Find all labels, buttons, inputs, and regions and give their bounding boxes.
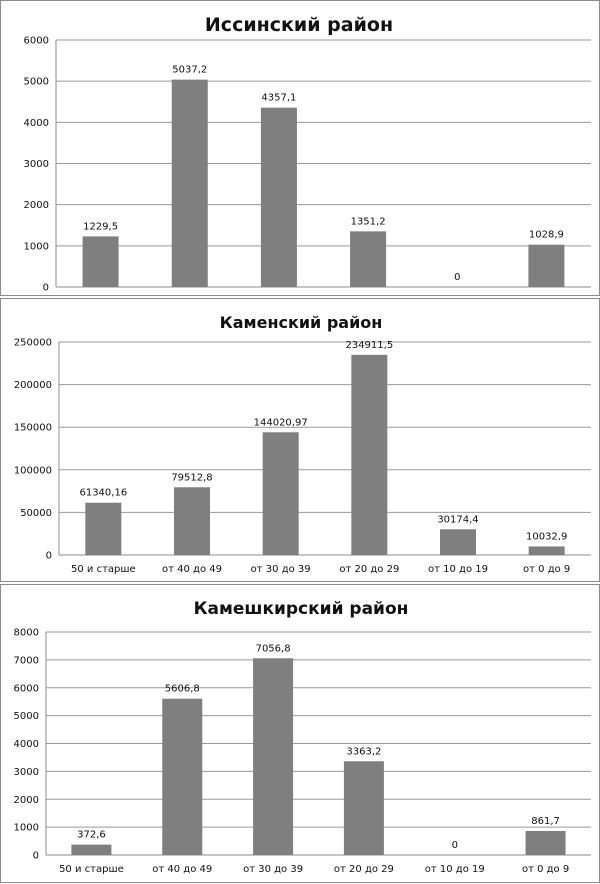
x-tick-label: 50 и старше bbox=[71, 564, 136, 575]
x-tick-label: от 30 до 39 bbox=[243, 864, 303, 875]
x-tick-label: от 0 до 9 bbox=[522, 864, 569, 875]
data-label: 372,6 bbox=[77, 830, 106, 841]
y-tick-label: 2000 bbox=[14, 795, 39, 806]
y-tick-label: 3000 bbox=[14, 767, 39, 778]
data-label: 61340,16 bbox=[79, 488, 127, 499]
bar bbox=[71, 844, 112, 855]
data-label: 7056,8 bbox=[256, 643, 291, 654]
data-label: 5037,2 bbox=[172, 65, 207, 76]
x-tick-label: от 40 до 49 bbox=[162, 564, 222, 575]
bar bbox=[171, 79, 208, 287]
y-tick-label: 6000 bbox=[24, 36, 49, 47]
y-tick-label: 8000 bbox=[14, 628, 39, 639]
bar bbox=[82, 236, 119, 287]
x-tick-label: от 10 до 19 bbox=[425, 864, 485, 875]
y-tick-label: 5000 bbox=[24, 77, 49, 88]
y-tick-label: 50000 bbox=[20, 508, 52, 519]
bar bbox=[528, 546, 565, 555]
chart-panel-kameshkirsky: Камешкирский район 0 1000 2000 3000 4000 5000… bbox=[0, 584, 600, 883]
chart-svg-kameshkirsky: Камешкирский район 0 1000 2000 3000 4000 5000… bbox=[14, 599, 591, 875]
data-label: 3363,2 bbox=[346, 746, 381, 757]
y-tick-label: 0 bbox=[33, 851, 39, 862]
y-tick-label: 4000 bbox=[24, 118, 49, 129]
chart-panel-issinsky: Иссинский район 0 1000 2000 3000 4000 5000 600… bbox=[0, 0, 600, 296]
x-tick-label: от 40 до 49 bbox=[152, 864, 212, 875]
data-label: 0 bbox=[452, 840, 458, 851]
bar bbox=[253, 658, 294, 855]
data-label: 5606,8 bbox=[165, 684, 200, 695]
data-label: 234911,5 bbox=[345, 340, 393, 351]
chart-svg-kamensky: Каменский район 0 50000 100000 150000 200000… bbox=[14, 313, 591, 575]
data-label: 1229,5 bbox=[83, 221, 118, 232]
y-tick-label: 150000 bbox=[14, 423, 52, 434]
x-tick-label: от 10 до 19 bbox=[428, 564, 488, 575]
y-tick-label: 200000 bbox=[14, 380, 52, 391]
data-label: 861,7 bbox=[531, 816, 560, 827]
bar bbox=[351, 354, 388, 555]
x-tick-label: от 0 до 9 bbox=[523, 564, 570, 575]
bar bbox=[343, 761, 384, 855]
chart-svg-issinsky: Иссинский район 0 1000 2000 3000 4000 5000 600… bbox=[24, 14, 591, 294]
bar bbox=[162, 698, 203, 855]
y-tick-label: 7000 bbox=[14, 655, 39, 666]
x-tick-label: от 20 до 29 bbox=[339, 564, 399, 575]
x-tick-label: от 20 до 29 bbox=[334, 864, 394, 875]
data-label: 79512,8 bbox=[171, 472, 212, 483]
x-tick-label: от 30 до 39 bbox=[251, 564, 311, 575]
data-label: 10032,9 bbox=[526, 531, 567, 542]
bar bbox=[262, 432, 299, 555]
y-tick-label: 0 bbox=[46, 551, 52, 562]
bar bbox=[440, 529, 476, 555]
y-tick-label: 100000 bbox=[14, 465, 52, 476]
y-tick-label: 3000 bbox=[24, 159, 49, 170]
data-label: 1028,9 bbox=[529, 230, 564, 241]
bar bbox=[528, 244, 565, 287]
y-tick-label: 1000 bbox=[24, 241, 49, 252]
data-label: 1351,2 bbox=[351, 216, 386, 227]
data-label: 144020,97 bbox=[254, 417, 308, 428]
chart-title: Иссинский район bbox=[205, 14, 393, 36]
x-tick-label: 50 и старше bbox=[59, 864, 124, 875]
data-label: 0 bbox=[454, 272, 460, 283]
chart-title: Каменский район bbox=[220, 313, 383, 332]
y-tick-label: 5000 bbox=[14, 711, 39, 722]
data-label: 4357,1 bbox=[261, 93, 296, 104]
y-tick-label: 1000 bbox=[14, 823, 39, 834]
y-tick-label: 6000 bbox=[14, 683, 39, 694]
y-tick-label: 0 bbox=[43, 283, 49, 294]
data-label: 30174,4 bbox=[437, 514, 478, 525]
bar bbox=[174, 487, 210, 555]
y-tick-label: 2000 bbox=[24, 200, 49, 211]
y-tick-label: 4000 bbox=[14, 739, 39, 750]
y-tick-label: 250000 bbox=[14, 338, 52, 349]
bar bbox=[525, 830, 566, 855]
bar bbox=[350, 231, 387, 287]
chart-panel-kamensky: Каменский район 0 50000 100000 150000 200000… bbox=[0, 298, 600, 582]
chart-title: Камешкирский район bbox=[194, 599, 409, 619]
bar bbox=[85, 502, 122, 555]
bar bbox=[260, 107, 297, 287]
